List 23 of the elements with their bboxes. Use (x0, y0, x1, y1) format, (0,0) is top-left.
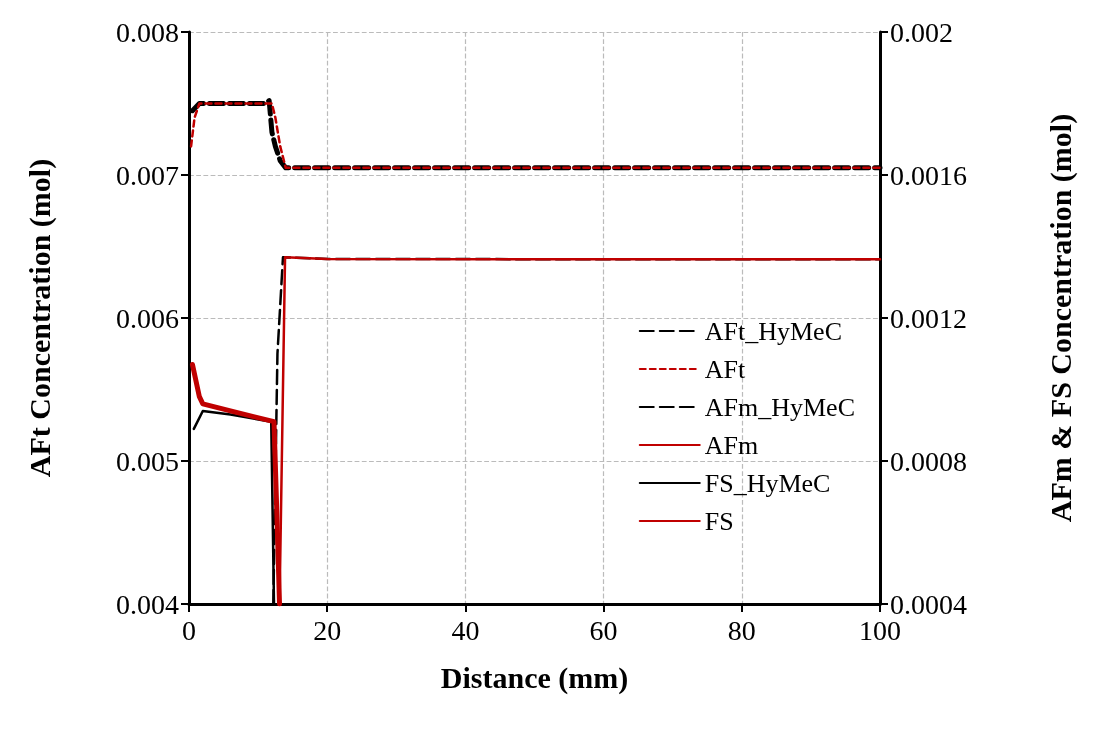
x-tick-label: 40 (451, 614, 480, 646)
x-tick-label: 80 (727, 614, 756, 646)
legend-label: FS (704, 506, 734, 536)
y2-axis-title: AFm & FS Concentration (mol) (1043, 113, 1078, 523)
legend-label: AFt (704, 354, 746, 384)
y-tick-label: 0.006 (116, 302, 179, 334)
x-tick-label: 20 (313, 614, 342, 646)
y-tick-label: 0.008 (116, 16, 179, 48)
legend-label: AFm (704, 430, 759, 460)
y2-tick-label: 0.0012 (890, 302, 967, 334)
x-tick-label: 60 (589, 614, 618, 646)
y2-tick-label: 0.002 (890, 16, 953, 48)
y-tick-label: 0.004 (116, 588, 179, 620)
y-tick-label: 0.005 (116, 445, 179, 477)
legend-label: AFm_HyMeC (704, 392, 856, 422)
y2-tick-label: 0.0016 (890, 159, 967, 191)
legend-label: AFt_HyMeC (704, 316, 843, 346)
y2-tick-label: 0.0008 (890, 445, 967, 477)
x-axis-title: Distance (mm) (440, 660, 629, 695)
y-axis-title: AFt Concentration (mol) (22, 158, 57, 478)
y-tick-label: 0.007 (116, 159, 179, 191)
legend-label: FS_HyMeC (704, 468, 831, 498)
x-tick-label: 0 (182, 614, 196, 646)
